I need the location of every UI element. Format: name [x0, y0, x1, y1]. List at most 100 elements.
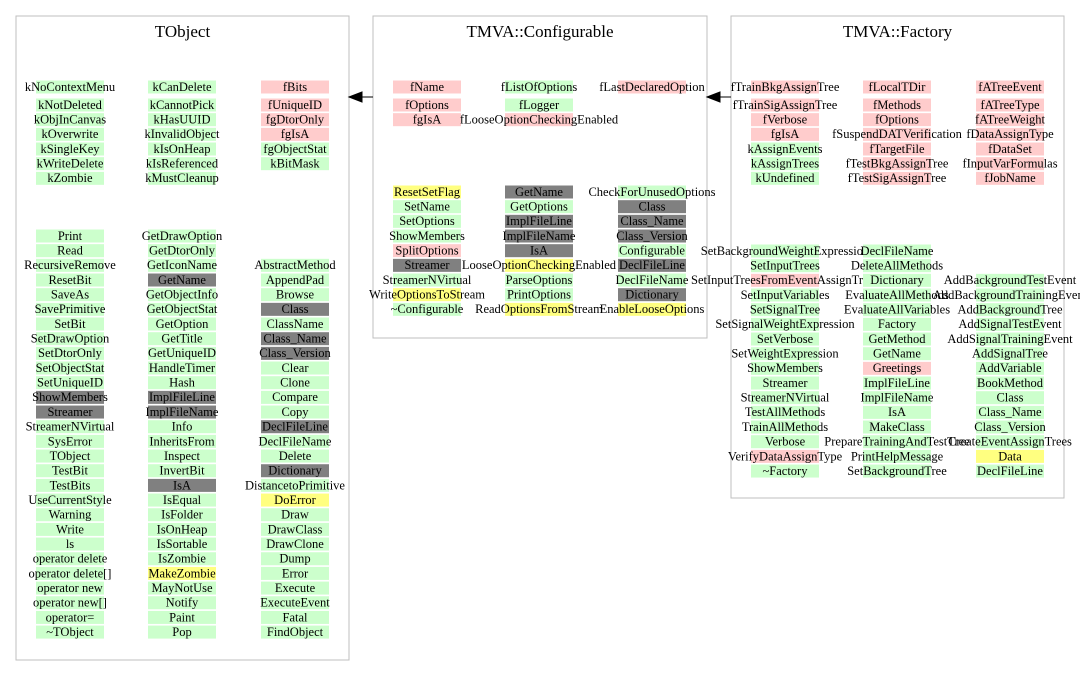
member-label: UseCurrentStyle	[28, 493, 112, 507]
member-highlight	[36, 258, 104, 272]
member-label: fInputVarFormulas	[962, 157, 1057, 171]
member-label: ReadOptionsFromStream	[475, 302, 603, 316]
member-highlight	[505, 80, 573, 94]
member-highlight	[393, 288, 461, 302]
member-label: GetOptions	[510, 200, 568, 214]
member-highlight	[148, 142, 216, 156]
member-highlight	[148, 127, 216, 141]
member-label: Warning	[49, 508, 92, 522]
member-label: GetUniqueID	[148, 346, 216, 360]
member-label: Paint	[169, 610, 195, 624]
member-highlight	[36, 113, 104, 127]
member-highlight	[393, 98, 461, 112]
member-label: AppendPad	[266, 273, 325, 287]
member-label: Class_Version	[259, 346, 331, 360]
member-label: fUniqueID	[268, 98, 322, 112]
member-label: Draw	[281, 508, 309, 522]
member-label: operator new[]	[33, 596, 107, 610]
member-highlight	[148, 346, 216, 360]
member-highlight	[505, 229, 573, 243]
member-highlight	[976, 303, 1044, 317]
member-label: kObjInCanvas	[34, 113, 106, 127]
member-highlight	[261, 420, 329, 434]
member-label: Clone	[280, 376, 310, 390]
member-label: PrepareTrainingAndTestTree	[824, 435, 970, 449]
member-label: fTestSigAssignTree	[848, 171, 947, 185]
member-label: SetVerbose	[757, 332, 814, 346]
member-highlight	[618, 288, 686, 302]
member-label: SavePrimitive	[35, 302, 106, 316]
arrow-head	[705, 91, 721, 103]
member-label: AddVariable	[978, 361, 1042, 375]
member-highlight	[148, 537, 216, 551]
member-label: SetName	[404, 200, 450, 214]
member-label: ~Factory	[763, 464, 809, 478]
member-highlight	[36, 157, 104, 171]
member-highlight	[976, 127, 1044, 141]
member-label: ParseOptions	[506, 273, 573, 287]
member-label: DeclFileName	[861, 244, 934, 258]
member-highlight	[148, 332, 216, 346]
member-label: LooseOptionCheckingEnabled	[462, 258, 617, 272]
member-label: Read	[57, 244, 83, 258]
member-highlight	[36, 171, 104, 185]
member-label: VerifyDataAssignType	[728, 449, 843, 463]
member-label: ImplFileLine	[864, 376, 930, 390]
member-highlight	[751, 157, 819, 171]
member-label: CreateEventAssignTrees	[948, 435, 1072, 449]
member-highlight	[36, 478, 104, 492]
member-label: HandleTimer	[149, 361, 216, 375]
member-highlight	[976, 361, 1044, 375]
member-highlight	[261, 80, 329, 94]
class-title: TMVA::Configurable	[466, 22, 613, 41]
member-label: GetName	[873, 347, 921, 361]
member-label: operator delete	[33, 552, 108, 566]
member-highlight	[976, 80, 1044, 94]
member-highlight	[36, 464, 104, 478]
member-label: SetObjectStat	[36, 361, 105, 375]
member-highlight	[148, 581, 216, 595]
member-highlight	[36, 610, 104, 624]
member-highlight	[261, 449, 329, 463]
member-label: AddBackgroundTestEvent	[944, 273, 1077, 287]
member-highlight	[261, 625, 329, 639]
member-highlight	[863, 98, 931, 112]
member-label: AddBackgroundTree	[957, 303, 1063, 317]
member-highlight	[261, 464, 329, 478]
member-label: Error	[282, 566, 309, 580]
member-highlight	[751, 142, 819, 156]
member-highlight	[36, 508, 104, 522]
member-label: Copy	[281, 405, 309, 419]
member-highlight	[976, 449, 1044, 463]
member-label: ls	[66, 537, 74, 551]
member-highlight	[751, 332, 819, 346]
member-label: kAssignEvents	[748, 142, 823, 156]
member-highlight	[618, 229, 686, 243]
member-highlight	[36, 522, 104, 536]
member-label: DrawClass	[268, 522, 323, 536]
member-highlight	[148, 390, 216, 404]
member-highlight	[261, 596, 329, 610]
member-highlight	[618, 258, 686, 272]
member-highlight	[148, 244, 216, 258]
member-highlight	[863, 142, 931, 156]
member-highlight	[976, 113, 1044, 127]
member-label: StreamerNVirtual	[383, 273, 472, 287]
member-highlight	[261, 288, 329, 302]
member-label: fName	[410, 80, 444, 94]
member-label: fATreeWeight	[975, 113, 1046, 127]
member-label: fJobName	[984, 171, 1036, 185]
member-highlight	[36, 244, 104, 258]
member-label: kHasUUID	[154, 113, 211, 127]
member-highlight	[148, 98, 216, 112]
member-label: kOverwrite	[42, 127, 99, 141]
member-label: SetInputTreesFromEventAssignTrees	[691, 273, 879, 287]
member-label: IsZombie	[158, 552, 206, 566]
member-label: SaveAs	[51, 288, 89, 302]
member-label: Class_Version	[616, 229, 688, 243]
member-label: Class_Version	[974, 420, 1046, 434]
member-highlight	[751, 405, 819, 419]
member-highlight	[751, 288, 819, 302]
member-highlight	[976, 405, 1044, 419]
member-label: kIsReferenced	[146, 157, 219, 171]
